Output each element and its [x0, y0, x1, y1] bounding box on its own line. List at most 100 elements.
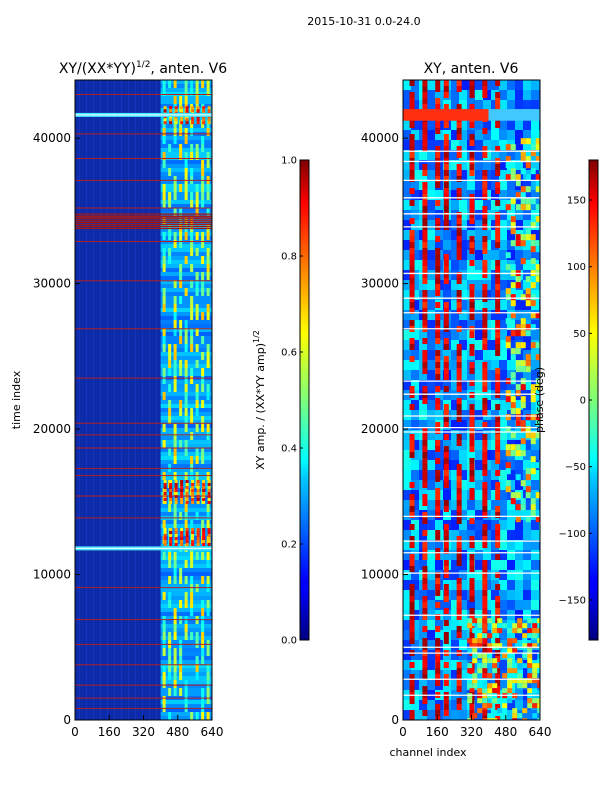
amplitude-hot-cell [207, 489, 211, 492]
phase-speckle-cell [515, 192, 521, 199]
amplitude-x-tick-label: 480 [166, 725, 189, 739]
phase-speckle-cell [515, 204, 521, 211]
phase-cell [523, 190, 531, 200]
phase-cell [491, 290, 499, 300]
amplitude-band-cell [179, 296, 183, 304]
amplitude-hot-cell [207, 109, 211, 113]
phase-speckle-cell [530, 234, 536, 241]
phase-cell [499, 130, 507, 140]
phase-speckle-cell [535, 186, 540, 193]
phase-cell [491, 710, 499, 720]
phase-region-cell [517, 713, 523, 719]
phase-red-column-cell [422, 710, 428, 716]
amplitude-band-cell [173, 424, 177, 432]
phase-red-column-cell [495, 92, 501, 98]
phase-cell [403, 510, 411, 520]
phase-red-column-cell [422, 146, 428, 152]
phase-cell [451, 270, 459, 280]
amplitude-band-row [160, 268, 212, 272]
phase-cell [531, 180, 539, 190]
phase-region-cell [467, 683, 473, 689]
phase-red-column-cell [409, 386, 415, 392]
phase-cell [411, 190, 419, 200]
phase-cell [507, 100, 515, 110]
phase-region-cell [527, 648, 533, 654]
phase-region-cell [467, 623, 473, 629]
amplitude-hot-cell [191, 540, 195, 543]
phase-speckle-cell [535, 204, 540, 211]
amplitude-band-cell [162, 192, 166, 200]
phase-cell [523, 550, 531, 560]
phase-red-column-cell [495, 602, 501, 608]
amplitude-band-row [160, 352, 212, 356]
phase-cell [451, 520, 459, 530]
phase-region-cell [512, 663, 518, 669]
phase-speckle-cell [525, 324, 531, 331]
amplitude-band-cell [173, 624, 177, 632]
phase-red-column-cell [422, 302, 428, 308]
amplitude-band-cell [206, 304, 210, 312]
phase-cell [403, 330, 411, 340]
phase-cell [427, 460, 435, 470]
phase-red-column-cell [409, 602, 415, 608]
amplitude-band-cell [168, 712, 172, 720]
phase-cell [491, 510, 499, 520]
phase-red-column-cell [495, 80, 501, 86]
amplitude-band-row [160, 144, 212, 148]
phase-red-column-cell [443, 590, 449, 596]
phase-red-column-cell [482, 206, 488, 212]
phase-red-column-cell [495, 98, 501, 104]
phase-red-column-cell [482, 530, 488, 536]
phase-red-column-cell [495, 428, 501, 434]
amplitude-band-cell [195, 344, 199, 352]
phase-red-column-cell [469, 422, 475, 428]
phase-region-cell [497, 708, 503, 714]
phase-region-cell [532, 713, 538, 719]
phase-region-cell [537, 708, 540, 714]
phase-cell [507, 710, 515, 720]
amplitude-band-cell [201, 280, 205, 288]
amplitude-band-cell [201, 80, 205, 88]
phase-region-cell [482, 658, 488, 664]
amplitude-hot-cell [207, 534, 211, 537]
phase-red-column-cell [435, 260, 441, 266]
phase-region-cell [527, 673, 533, 679]
phase-cell [443, 510, 451, 520]
phase-cell [467, 180, 475, 190]
amplitude-band-cell [201, 624, 205, 632]
phase-red-column-cell [443, 368, 449, 374]
phase-cell [427, 180, 435, 190]
phase-cell [523, 340, 531, 350]
amplitude-hot-cell [196, 486, 200, 489]
phase-region-cell [522, 718, 528, 720]
phase-cell [475, 530, 483, 540]
phase-cell [427, 80, 435, 90]
phase-cell [403, 430, 411, 440]
phase-red-column-cell [409, 554, 415, 560]
phase-region-cell [492, 688, 498, 694]
phase-cell [475, 490, 483, 500]
amplitude-band-cell [184, 440, 188, 448]
phase-cell [475, 520, 483, 530]
phase-speckle-cell [525, 414, 531, 421]
phase-cell [475, 80, 483, 90]
amplitude-hot-cell [191, 534, 195, 537]
amplitude-band-cell [173, 184, 177, 192]
amplitude-band-row [160, 652, 212, 656]
amplitude-band-cell [184, 232, 188, 240]
phase-speckle-cell [525, 162, 531, 169]
phase-region-cell [527, 618, 533, 624]
phase-speckle-cell [530, 312, 536, 319]
phase-speckle-cell [515, 282, 521, 289]
phase-red-column-cell [422, 212, 428, 218]
phase-red-column-cell [435, 320, 441, 326]
phase-red-column-cell [435, 584, 441, 590]
amplitude-band-cell [206, 264, 210, 272]
phase-red-column-cell [435, 128, 441, 134]
phase-red-column-cell [482, 482, 488, 488]
amplitude-band-cell [195, 96, 199, 104]
amplitude-band-cell [206, 664, 210, 672]
phase-region-cell [537, 678, 540, 684]
amplitude-hot-cell [180, 106, 184, 110]
phase-cell [523, 220, 531, 230]
